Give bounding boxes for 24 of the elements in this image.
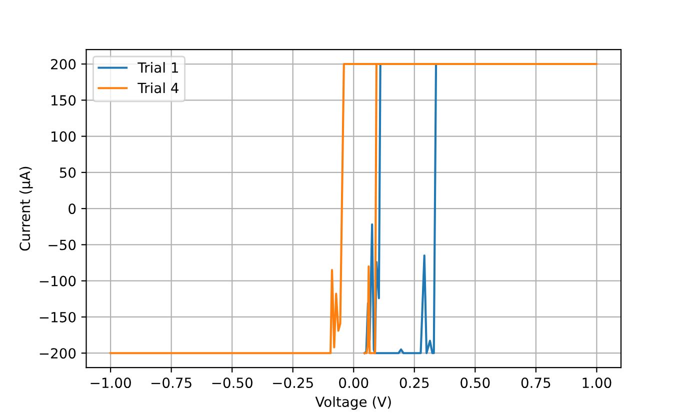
x-tick-label: 0.75	[521, 378, 550, 388]
y-tick-label: 150	[52, 95, 76, 106]
x-tick-label: −1.00	[90, 378, 131, 388]
y-tick-label: 50	[60, 167, 76, 178]
y-tick-label: −50	[48, 240, 76, 250]
y-axis-title: Current (µA)	[19, 166, 33, 251]
line-series	[364, 62, 438, 354]
x-tick-label: −0.25	[273, 378, 313, 388]
y-tick-label: −100	[40, 276, 76, 286]
y-tick-label: 100	[52, 131, 76, 142]
line-series	[110, 62, 598, 354]
x-axis-title: Voltage (V)	[315, 396, 391, 410]
y-tick-label: 200	[51, 58, 76, 70]
x-tick-label: 0.25	[400, 378, 429, 388]
x-tick-label: −0.50	[212, 378, 252, 388]
x-tick-label: 0.50	[460, 378, 490, 388]
y-tick-label: 0	[68, 204, 76, 214]
y-tick-label: −150	[40, 312, 76, 322]
x-tick-label: 1.00	[582, 378, 612, 388]
legend-label: Trial 1	[138, 62, 178, 73]
y-tick-label: −200	[40, 348, 76, 359]
x-tick-label: −0.75	[152, 378, 192, 388]
x-tick-label: 0.00	[339, 378, 368, 388]
legend-label: Trial 4	[138, 82, 178, 94]
